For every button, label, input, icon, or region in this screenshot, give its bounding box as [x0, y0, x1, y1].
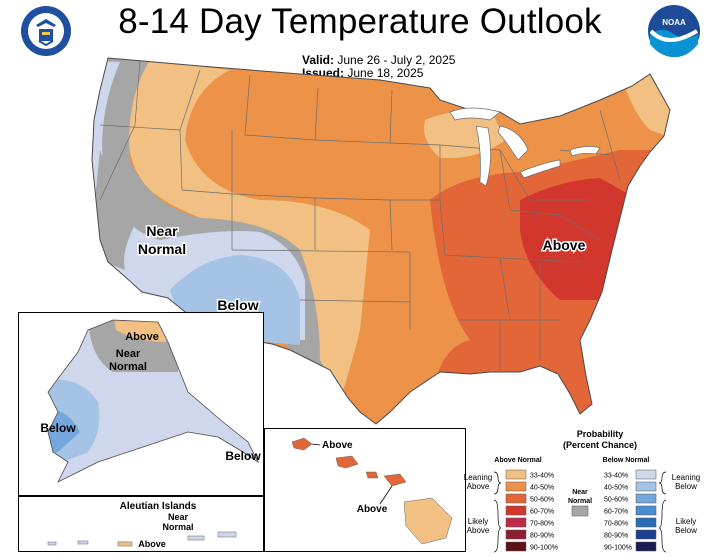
likely-below-2: Below [675, 526, 697, 535]
legend-above-swatch [505, 541, 527, 552]
lake-michigan [475, 125, 491, 187]
legend-below-swatch [635, 469, 657, 480]
legend-above-swatch [505, 493, 527, 504]
legend-above-swatch [505, 517, 527, 528]
zone-near-normal-west [95, 150, 140, 270]
legend-above-range: 80-90% [530, 533, 554, 540]
alaska-below-west-label: Below [40, 421, 76, 435]
lake-superior [449, 107, 501, 121]
aleutian-above-label: Above [138, 539, 166, 549]
lake-huron [497, 125, 529, 161]
aleutian-inset: Aleutian Islands Near Normal Above [18, 496, 264, 552]
legend-title-2: (Percent Chance) [562, 440, 638, 450]
conus-near-label-2: Normal [138, 241, 186, 257]
conus-above-label: Above [543, 237, 586, 253]
leaning-above-1: Leaning [464, 473, 492, 482]
legend-above-range: 60-70% [530, 509, 554, 516]
legend-near-2: Normal [568, 498, 592, 505]
conus-below-label: Below [217, 297, 258, 313]
valid-line: Valid: June 26 - July 2, 2025 [302, 53, 455, 67]
alaska-near-label-1: Near [116, 348, 141, 360]
legend-near-1: Near [572, 489, 588, 496]
alaska-above-label: Above [125, 331, 159, 343]
commerce-seal-icon [21, 6, 71, 56]
alaska-below-se-label: Below [225, 449, 261, 463]
noaa-logo-icon: NOAA [648, 5, 700, 58]
legend-above-swatch [505, 469, 527, 480]
leaning-below-2: Below [675, 482, 697, 491]
aleutian-near-label-1: Near [168, 512, 189, 522]
legend-above-swatch [505, 481, 527, 492]
legend-above-header: Above Normal [494, 457, 542, 464]
leaning-above-2: Above [467, 482, 490, 491]
lake-ontario [569, 146, 601, 157]
state-boundaries [99, 59, 621, 370]
page-title: 8-14 Day Temperature Outlook [118, 2, 602, 41]
likely-above-2: Above [467, 526, 490, 535]
zone-above-60-70 [520, 178, 630, 300]
legend-below-header: Below Normal [603, 457, 650, 464]
legend-below-swatch [635, 517, 657, 528]
legend: Above Normal Below Normal 33-40% 40-50% 50… [464, 457, 700, 553]
legend-below-range: 60-70% [604, 509, 628, 516]
legend-below-swatch [635, 529, 657, 540]
valid-label: Valid: [302, 53, 335, 67]
issued-value: June 18, 2025 [347, 66, 424, 80]
aleutian-near-label-2: Normal [162, 522, 193, 532]
legend-above-swatch [505, 505, 527, 516]
legend-below-swatch [635, 481, 657, 492]
legend-below-range: 50-60% [604, 497, 628, 504]
legend-near-normal-swatch [571, 505, 589, 517]
legend-above-range: 40-50% [530, 485, 554, 492]
legend-above-swatch [505, 529, 527, 540]
hawaii-above-label-2: Above [357, 504, 388, 515]
legend-below-range: 40-50% [604, 485, 628, 492]
legend-above-range: 70-80% [530, 521, 554, 528]
hawaii-above-label-1: Above [322, 440, 353, 451]
lake-erie [519, 159, 561, 179]
legend-below-range: 70-80% [604, 521, 628, 528]
legend-above-range: 90-100% [530, 545, 558, 552]
alaska-near-label-2: Normal [109, 361, 147, 373]
legend-above-range: 50-60% [530, 497, 554, 504]
valid-value: June 26 - July 2, 2025 [337, 53, 456, 67]
conus-near-label-1: Near [146, 223, 178, 239]
aleutian-title: Aleutian Islands [120, 501, 197, 512]
legend-below-range: 90-100% [604, 545, 632, 552]
legend-below-swatch [635, 541, 657, 552]
likely-above-1: Likely [468, 517, 488, 526]
legend-title-1: Probability [576, 429, 624, 439]
legend-below-swatch [635, 493, 657, 504]
alaska-inset: Above Near Normal Below Below [18, 312, 264, 496]
conus-outline [91, 57, 671, 425]
legend-above-range: 33-40% [530, 473, 554, 480]
hawaii-inset: Above Above [264, 428, 466, 552]
likely-below-1: Likely [676, 517, 696, 526]
noaa-logo-text: NOAA [662, 18, 686, 27]
leaning-below-1: Leaning [672, 473, 700, 482]
legend-below-range: 80-90% [604, 533, 628, 540]
legend-below-range: 33-40% [604, 473, 628, 480]
legend-title: Probability (Percent Chance) [540, 429, 660, 451]
legend-below-swatch [635, 505, 657, 516]
